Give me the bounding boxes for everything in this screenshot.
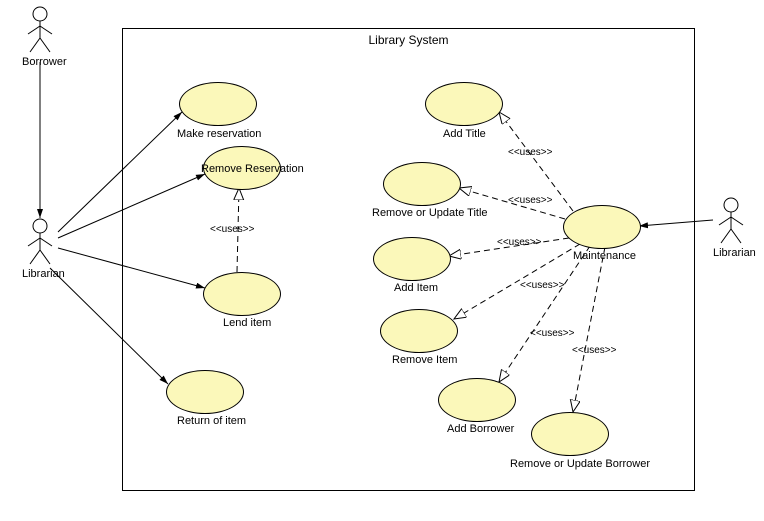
actor-librarian-right: Librarian (713, 197, 749, 259)
usecase-maintenance-label: Maintenance (573, 250, 636, 262)
actor-borrower-label: Borrower (22, 56, 58, 68)
usecase-remove-item (380, 309, 458, 353)
edge-12-label: <<uses>> (572, 345, 616, 356)
edge-10-label: <<uses>> (520, 280, 564, 291)
actor-librarian-left: Librarian (22, 218, 58, 280)
usecase-add-title (425, 82, 503, 126)
usecase-return-item (166, 370, 244, 414)
stick-figure-icon (717, 197, 745, 245)
usecase-maintenance (563, 205, 641, 249)
usecase-make-reservation-label: Make reservation (177, 128, 261, 140)
usecase-remove-update-borrower-label: Remove or Update Borrower (510, 458, 650, 470)
actor-borrower: Borrower (22, 6, 58, 68)
usecase-remove-update-title (383, 162, 461, 206)
usecase-add-item (373, 237, 451, 281)
edge-11-label: <<uses>> (530, 328, 574, 339)
usecase-return-item-label: Return of item (177, 415, 246, 427)
usecase-remove-update-title-label: Remove or Update Title (372, 207, 488, 219)
usecase-make-reservation (179, 82, 257, 126)
usecase-add-borrower-label: Add Borrower (447, 423, 514, 435)
usecase-lend-item-label: Lend item (223, 317, 271, 329)
edge-7-label: <<uses>> (508, 147, 552, 158)
edge-8-label: <<uses>> (508, 195, 552, 206)
usecase-lend-item (203, 272, 281, 316)
usecase-add-borrower (438, 378, 516, 422)
actor-librarian-right-label: Librarian (713, 247, 749, 259)
usecase-add-item-label: Add Item (394, 282, 438, 294)
system-title: Library System (123, 33, 694, 47)
usecase-remove-reservation-label: Remove Reservation (201, 163, 304, 175)
actor-librarian-left-label: Librarian (22, 268, 58, 280)
stick-figure-icon (26, 6, 54, 54)
usecase-remove-item-label: Remove Item (392, 354, 457, 366)
edge-6-label: <<uses>> (210, 224, 254, 235)
usecase-add-title-label: Add Title (443, 128, 486, 140)
stick-figure-icon (26, 218, 54, 266)
usecase-remove-update-borrower (531, 412, 609, 456)
edge-9-label: <<uses>> (497, 237, 541, 248)
